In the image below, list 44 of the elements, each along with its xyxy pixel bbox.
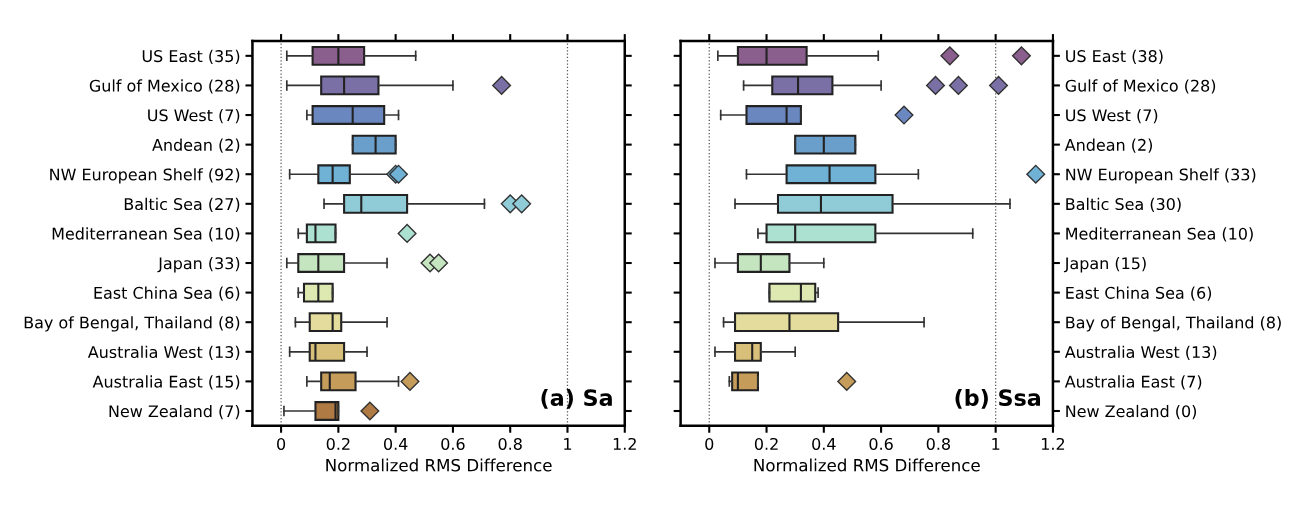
y-tick-label: New Zealand (0) [1066, 404, 1197, 420]
x-axis-title: Normalized RMS Difference [754, 458, 980, 472]
y-tick-label: East China Sea (6) [94, 286, 240, 301]
y-tick-label: US West (7) [148, 108, 240, 124]
x-tick-label: 0.8 [926, 437, 950, 450]
annotation: (b) Ssa [955, 388, 1041, 409]
x-tick-label: 0.6 [869, 437, 893, 450]
y-tick-label: Gulf of Mexico (28) [89, 79, 240, 94]
y-tick-label: Mediterranean Sea (10) [52, 227, 240, 242]
x-axis-title: Normalized RMS Difference [326, 458, 552, 472]
x-tick-label: 0.4 [384, 437, 408, 450]
y-tick-label: US East (35) [142, 49, 240, 65]
y-tick-label: Andean (2) [152, 138, 240, 153]
y-tick-label: US West (7) [1066, 108, 1158, 124]
x-tick-label: 1.2 [1041, 437, 1065, 450]
annotation: (a) Sa [541, 388, 612, 409]
x-tick-label: 0.4 [812, 437, 836, 450]
x-tick-label: 0 [277, 437, 286, 450]
x-tick-label: 0.8 [498, 437, 522, 450]
x-tick-label: 0 [705, 437, 714, 450]
y-tick-label: Australia East (7) [1064, 375, 1202, 390]
y-tick-label: Bay of Bengal, Thailand (8) [1066, 316, 1281, 332]
y-tick-label: Baltic Sea (27) [124, 197, 240, 212]
y-tick-label: Gulf of Mexico (28) [1065, 79, 1216, 94]
y-tick-label: NW European Shelf (33) [1066, 168, 1256, 184]
y-tick-label: Japan (15) [1063, 256, 1146, 273]
y-tick-label: Bay of Bengal, Thailand (8) [24, 316, 240, 332]
x-tick-label: 1 [564, 438, 572, 450]
x-tick-label: 1.2 [613, 437, 636, 450]
x-tick-label: 0.6 [441, 437, 465, 450]
y-tick-label: NW European Shelf (92) [50, 168, 240, 184]
y-tick-label: US East (38) [1066, 49, 1163, 65]
y-tick-label: East China Sea (6) [1066, 286, 1212, 301]
y-tick-label: New Zealand (7) [109, 404, 240, 420]
y-tick-label: Japan (33) [157, 256, 240, 273]
x-tick-label: 0.2 [326, 437, 350, 450]
x-tick-label: 0.2 [754, 437, 778, 450]
y-tick-label: Australia West (13) [1064, 345, 1217, 360]
x-tick-label: 1 [992, 438, 1000, 450]
y-tick-label: Baltic Sea (30) [1066, 197, 1181, 212]
y-tick-label: Australia East (15) [92, 375, 240, 390]
y-tick-label: Andean (2) [1064, 138, 1152, 153]
y-tick-label: Australia West (13) [87, 345, 240, 360]
y-tick-label: Mediterranean Sea (10) [1066, 227, 1253, 242]
